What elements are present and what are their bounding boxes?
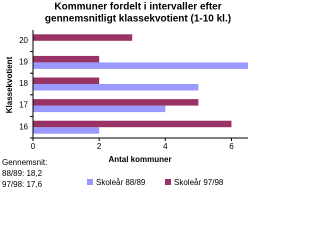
annotation: Gennemsnit: xyxy=(2,158,47,167)
x-tick-label: 2 xyxy=(97,142,102,151)
legend-swatch xyxy=(87,179,93,185)
legend-label: Skoleår 97/98 xyxy=(174,178,224,187)
y-tick-label: 20 xyxy=(19,36,28,45)
bar xyxy=(33,120,232,128)
x-tick-label: 6 xyxy=(229,142,234,151)
annotation: 97/98: 17,6 xyxy=(2,180,43,189)
annotation: 88/89: 18,2 xyxy=(2,169,43,178)
x-tick-label: 0 xyxy=(31,142,36,151)
legend-label: Skoleår 88/89 xyxy=(96,178,146,187)
y-tick-label: 17 xyxy=(19,101,28,110)
bar xyxy=(33,77,100,84)
bar xyxy=(33,55,100,63)
x-axis-label: Antal kommuner xyxy=(108,155,171,164)
bar xyxy=(33,34,133,41)
chart: Kommuner fordelt i intervaller efter gen… xyxy=(2,2,248,189)
bar xyxy=(33,84,199,91)
bar xyxy=(33,99,199,106)
y-tick-label: 19 xyxy=(19,58,28,67)
chart-title: Kommuner fordelt i intervaller efter xyxy=(54,2,221,13)
bar xyxy=(33,62,248,69)
y-tick-label: 16 xyxy=(19,122,28,131)
y-axis-label: Klassekvotient xyxy=(5,56,14,113)
bar xyxy=(33,127,100,134)
x-tick-label: 4 xyxy=(163,142,168,151)
y-tick-label: 18 xyxy=(19,79,28,88)
chart-subtitle: gennemsnitligt klassekvotient (1-10 kl.) xyxy=(45,14,231,25)
bar xyxy=(33,105,166,113)
legend-swatch xyxy=(165,179,171,185)
